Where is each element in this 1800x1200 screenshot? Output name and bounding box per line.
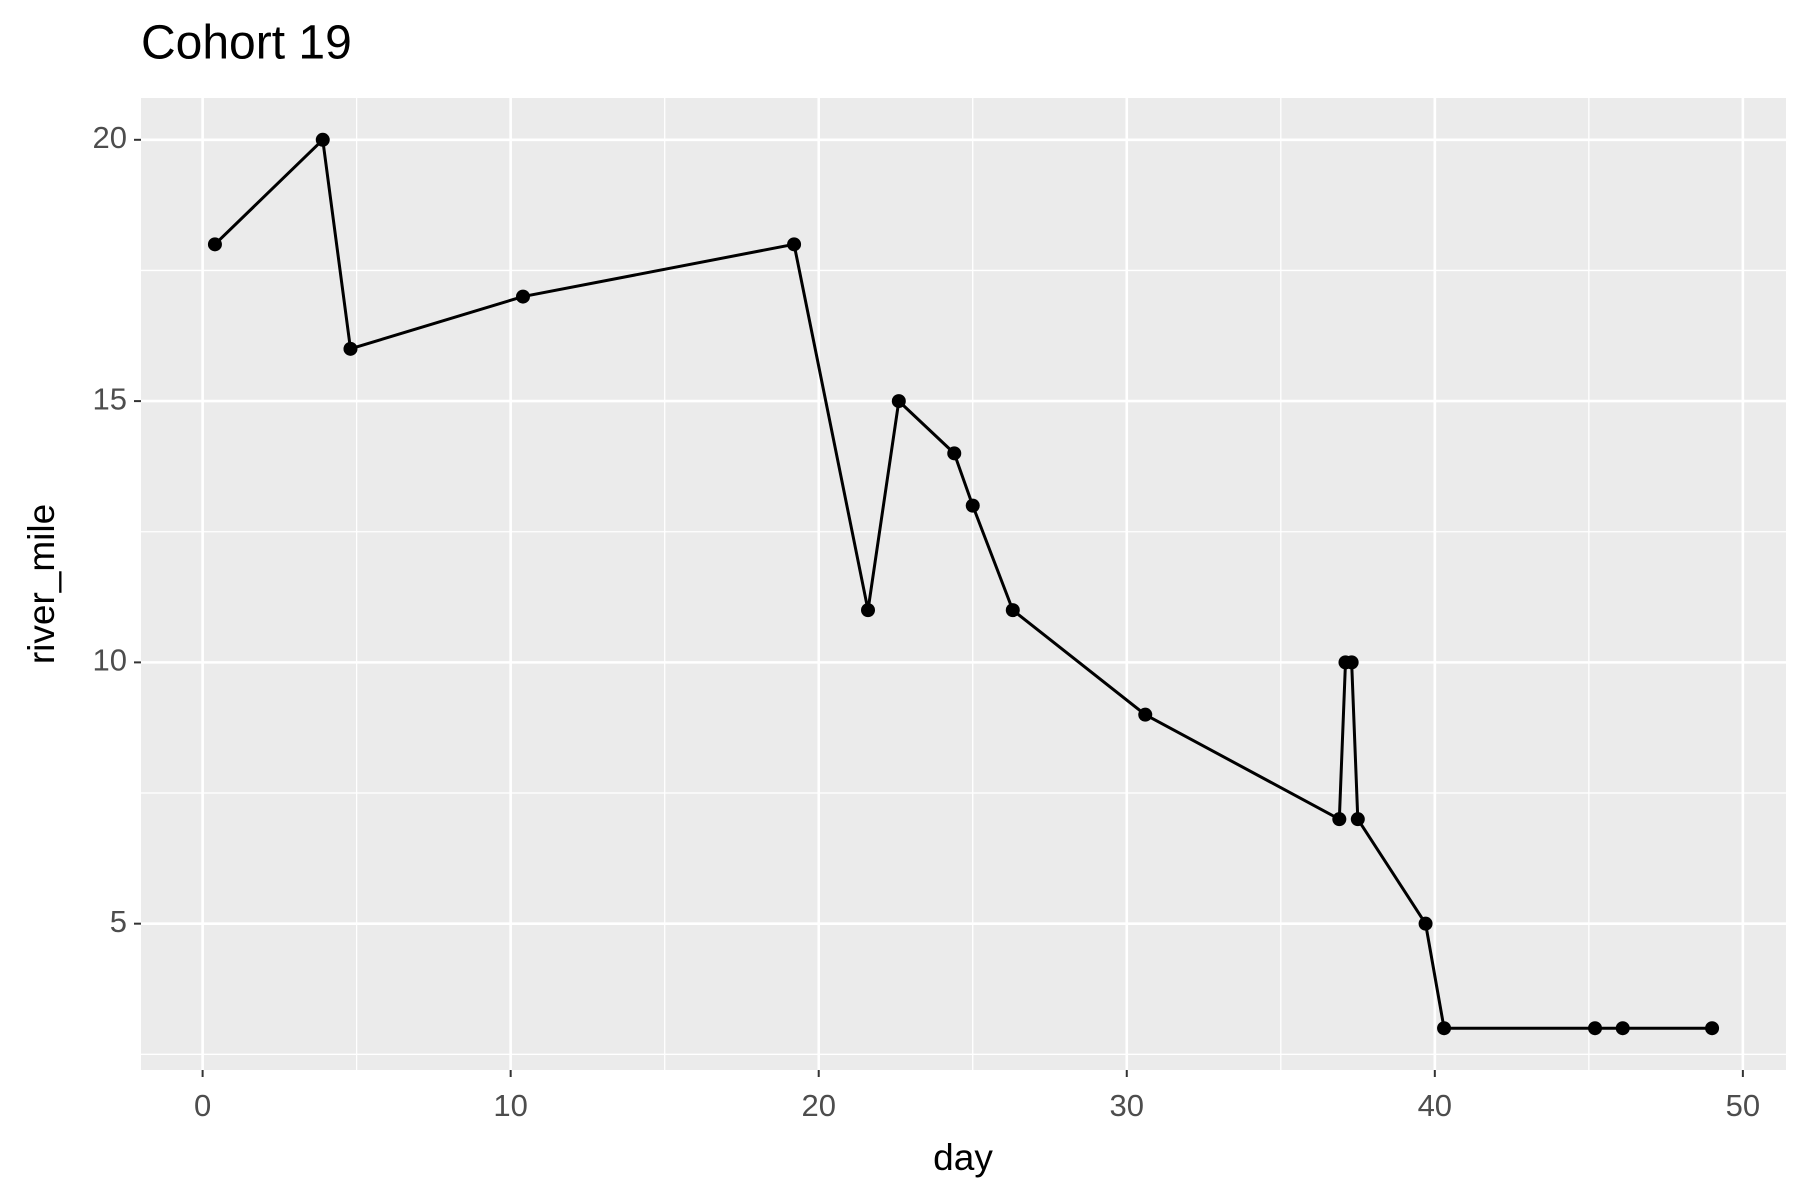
point (1418, 916, 1433, 931)
point (947, 446, 962, 461)
y-axis-title: river_mile (21, 504, 62, 664)
point (1138, 707, 1153, 722)
point (1705, 1021, 1720, 1036)
plot-panel (141, 98, 1786, 1070)
x-tick-label: 30 (1110, 1088, 1144, 1123)
point (343, 341, 358, 356)
point (1332, 812, 1347, 827)
point (315, 132, 330, 147)
point (861, 603, 876, 618)
y-tick-label: 20 (93, 120, 127, 155)
point (1344, 655, 1359, 670)
x-tick-label: 0 (194, 1088, 211, 1123)
y-tick-label: 5 (110, 904, 127, 939)
point (891, 394, 906, 409)
point (1437, 1021, 1452, 1036)
chart-title: Cohort 19 (141, 17, 352, 70)
point (965, 498, 980, 513)
y-tick-label: 15 (93, 381, 127, 416)
y-tick-label: 10 (93, 643, 127, 678)
point (1615, 1021, 1630, 1036)
x-tick-label: 20 (801, 1088, 835, 1123)
line (213, 138, 1713, 1030)
x-tick-label: 50 (1726, 1088, 1760, 1123)
x-tick-label: 40 (1418, 1088, 1452, 1123)
point (787, 237, 802, 252)
point (515, 289, 530, 304)
point (1005, 603, 1020, 618)
point (1350, 812, 1365, 827)
x-axis-title: day (933, 1137, 993, 1178)
point (1588, 1021, 1603, 1036)
point (207, 237, 222, 252)
x-tick-label: 10 (493, 1088, 527, 1123)
